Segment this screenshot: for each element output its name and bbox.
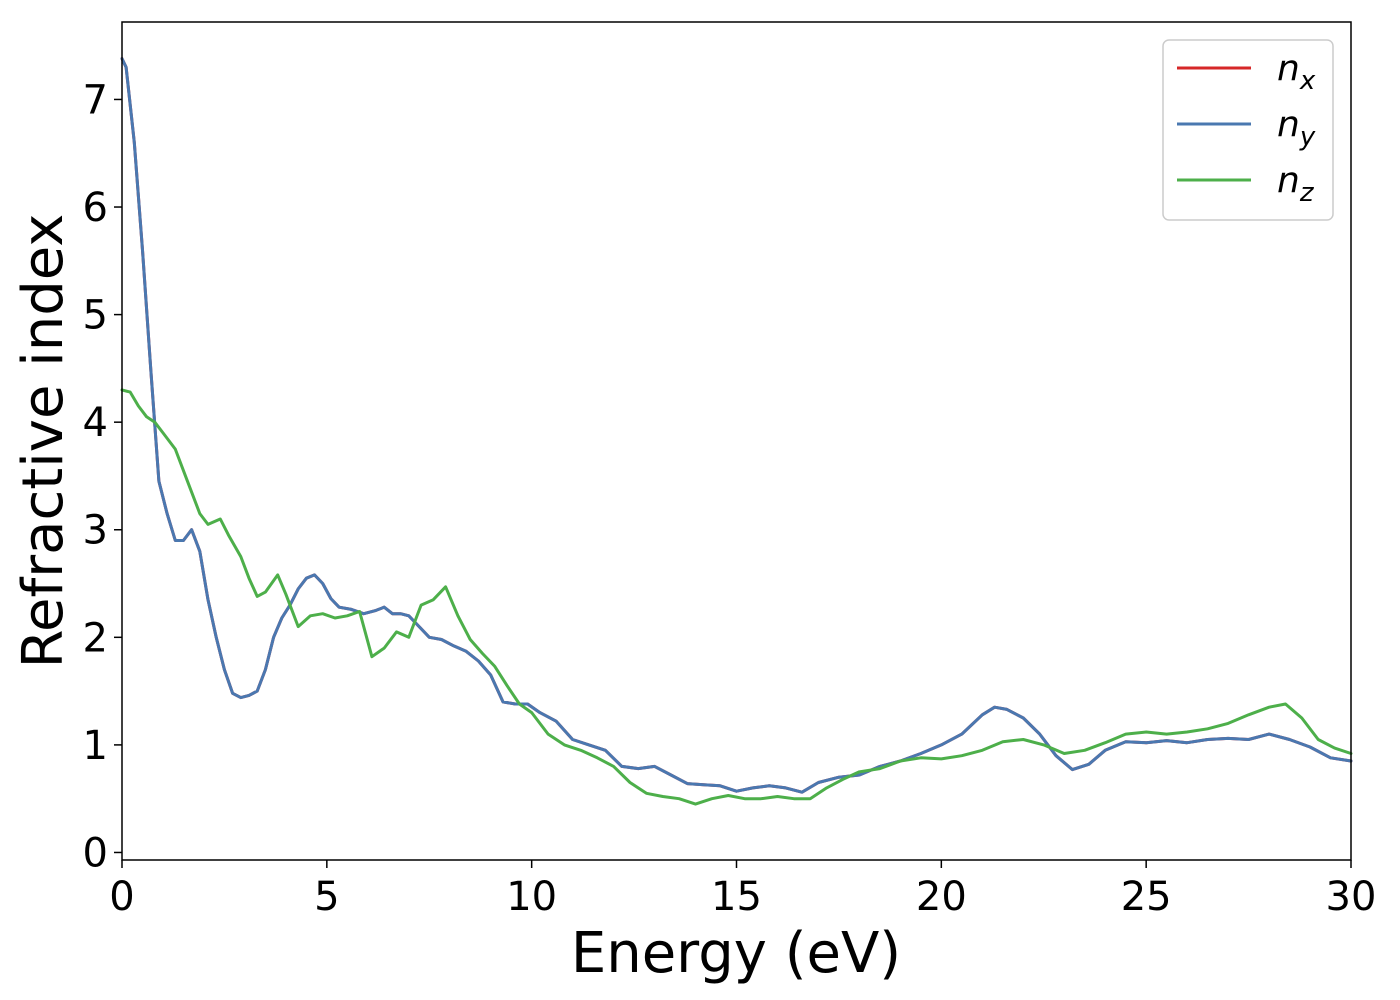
plot-background bbox=[122, 22, 1351, 860]
y-tick-label: 3 bbox=[83, 508, 108, 554]
x-tick-label: 10 bbox=[506, 874, 557, 920]
x-tick-label: 30 bbox=[1326, 874, 1377, 920]
legend-subscript: x bbox=[1299, 66, 1316, 96]
x-axis-ticks: 0 5 10 15 20 25 30 bbox=[109, 860, 1376, 920]
series-line-nz bbox=[120, 388, 1353, 806]
y-tick-label: 2 bbox=[83, 615, 108, 661]
y-tick-label: 1 bbox=[83, 723, 108, 769]
legend-label-ny: ny bbox=[1277, 104, 1316, 152]
y-axis-ticks: 0 1 2 3 4 5 6 7 bbox=[83, 77, 122, 876]
y-tick-label: 7 bbox=[83, 77, 108, 123]
x-tick-label: 15 bbox=[711, 874, 762, 920]
series-line-ny bbox=[120, 57, 1353, 794]
y-axis-title: Refractive index bbox=[11, 214, 76, 669]
x-axis-title: Energy (eV) bbox=[571, 921, 901, 986]
x-tick-label: 20 bbox=[916, 874, 967, 920]
legend-box bbox=[1162, 39, 1334, 221]
series-layer bbox=[120, 57, 1353, 806]
legend-subscript: z bbox=[1299, 178, 1315, 208]
x-tick-label: 5 bbox=[314, 874, 339, 920]
x-tick-label: 0 bbox=[109, 874, 134, 920]
y-tick-label: 6 bbox=[83, 185, 108, 231]
y-tick-label: 0 bbox=[83, 830, 108, 876]
y-tick-label: 5 bbox=[83, 293, 108, 339]
x-tick-label: 25 bbox=[1121, 874, 1172, 920]
legend-subscript: y bbox=[1299, 122, 1316, 152]
y-tick-label: 4 bbox=[83, 400, 108, 446]
